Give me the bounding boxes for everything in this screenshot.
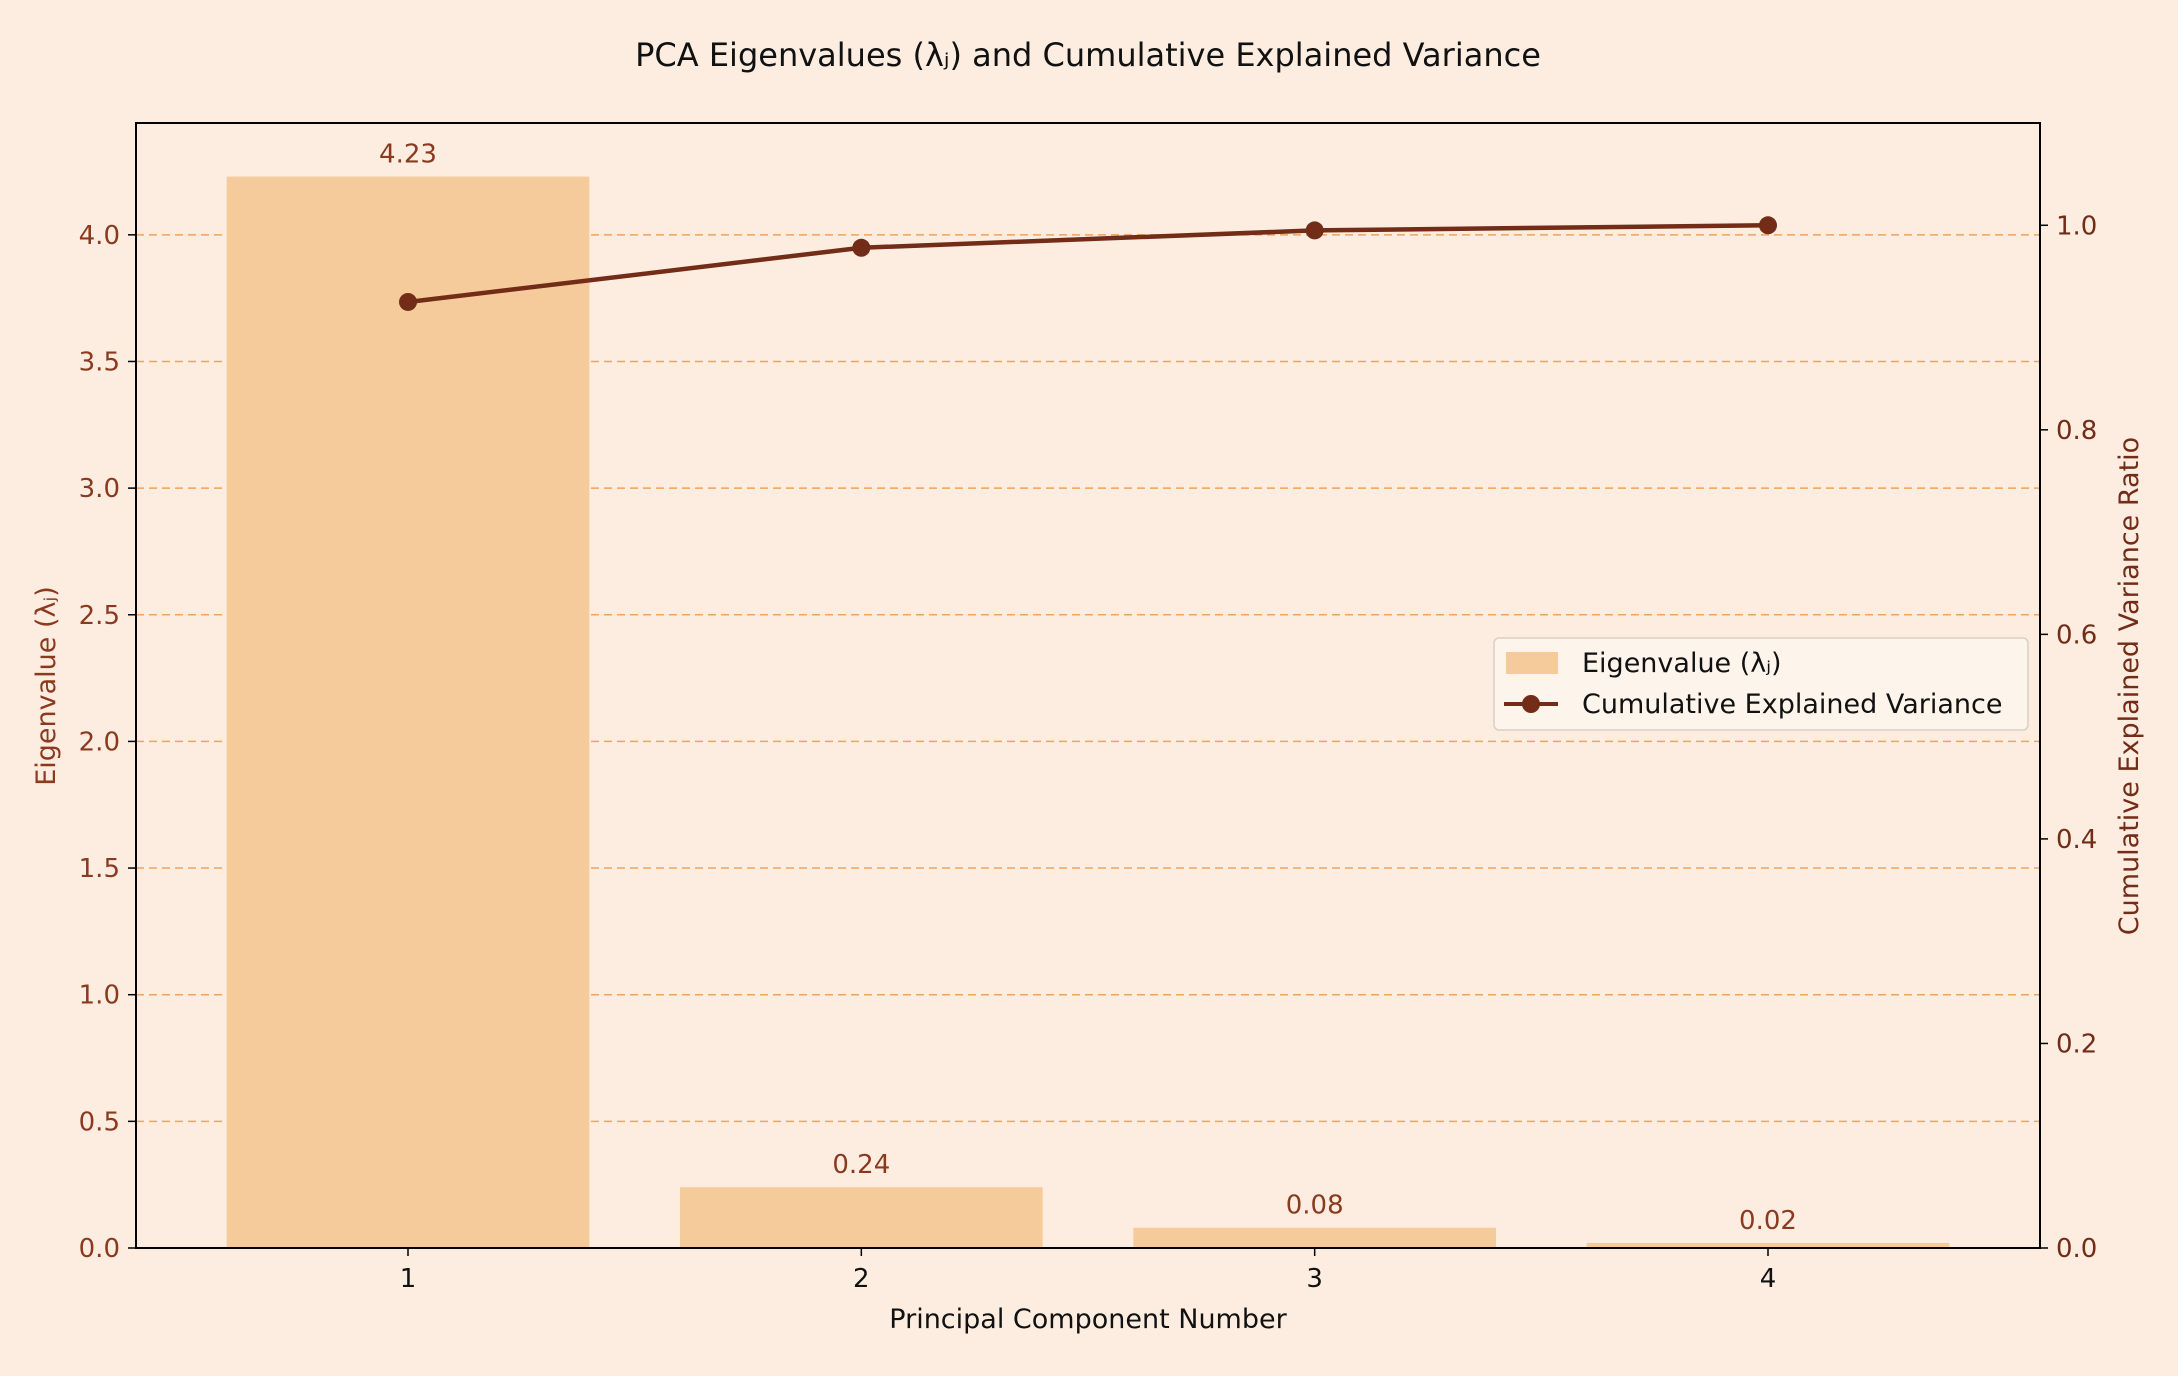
y-axis-label-right: Cumulative Explained Variance Ratio [2114,437,2145,935]
x-ticks: 1 2 3 4 [400,1248,1777,1294]
y-tick-left-label: 0.0 [79,1234,120,1264]
y-tick-left-label: 3.5 [79,347,120,377]
bar-data-label: 0.24 [832,1150,890,1180]
cumulative-point [1759,216,1777,235]
y-tick-left-label: 4.0 [79,221,120,251]
bar-data-label: 0.02 [1739,1206,1797,1236]
y-tick-right-label: 0.8 [2056,416,2097,446]
bar-data-labels: 4.23 0.24 0.08 0.02 [379,140,1797,1236]
y-tick-left-label: 1.5 [79,854,120,884]
legend-bar-label: Eigenvalue (λⱼ) [1582,648,1782,679]
y-tick-left-label: 1.0 [79,981,120,1011]
x-axis-label: Principal Component Number [889,1304,1287,1335]
cumulative-line-path [407,223,1769,305]
y-ticks-right: 0.0 0.2 0.4 0.6 0.8 1.0 [2040,211,2097,1264]
cumulative-line [399,216,1777,311]
legend-box [1493,637,2029,731]
bar [1586,1242,1950,1248]
y-tick-right-label: 0.2 [2056,1029,2097,1059]
y-tick-left-label: 2.5 [79,601,120,631]
y-tick-left-label: 2.0 [79,727,120,757]
y-tick-right-label: 0.0 [2056,1234,2097,1264]
cumulative-point [852,238,871,257]
chart-title: PCA Eigenvalues (λⱼ) and Cumulative Expl… [635,36,1541,74]
bar-data-label: 4.23 [379,140,437,170]
y-tick-right-label: 0.4 [2056,825,2097,855]
cumulative-point [399,292,417,311]
plot-frame [135,122,2041,1249]
bar [680,1187,1043,1248]
legend-bar-swatch [1506,652,1558,674]
y-tick-right-label: 1.0 [2056,211,2097,241]
x-tick-label: 4 [1760,1264,1777,1294]
y-tick-left-label: 0.5 [79,1107,120,1137]
y-tick-right-label: 0.6 [2056,620,2097,650]
bars [226,176,1950,1249]
y-ticks-left: 0.0 0.5 1.0 1.5 2.0 2.5 3.0 3.5 4.0 [79,221,136,1264]
cumulative-point [1305,221,1324,240]
bar [226,176,590,1249]
bar-data-label: 0.08 [1286,1191,1344,1221]
y-tick-left-label: 3.0 [79,474,120,504]
bar [1133,1227,1496,1248]
legend-line-marker [1522,695,1540,713]
x-tick-label: 1 [400,1264,417,1294]
x-tick-label: 2 [853,1264,870,1294]
y-axis-label-left: Eigenvalue (λⱼ) [31,586,62,786]
x-tick-label: 3 [1306,1264,1323,1294]
legend-line-label: Cumulative Explained Variance [1582,689,2003,720]
legend: Eigenvalue (λⱼ) Cumulative Explained Var… [1493,637,2029,731]
